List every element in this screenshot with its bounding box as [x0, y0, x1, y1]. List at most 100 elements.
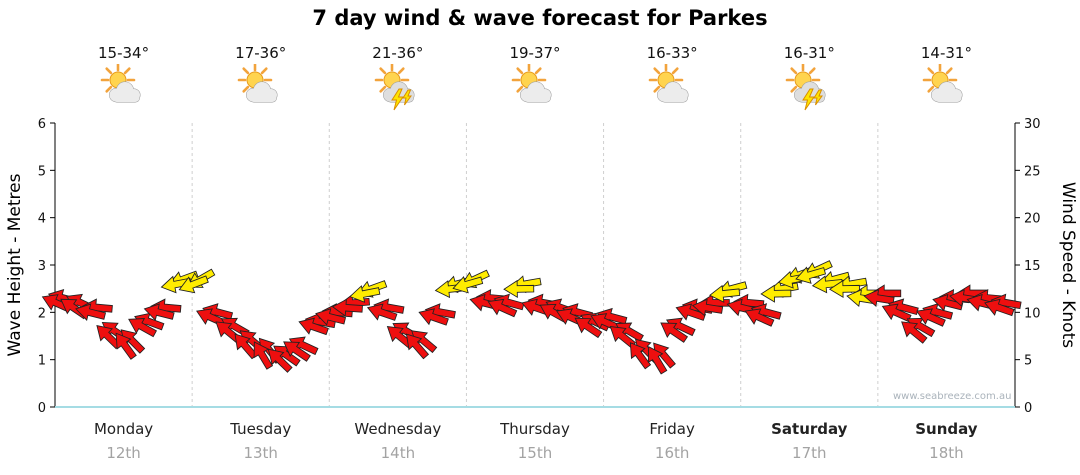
- wind-arrow: [315, 308, 347, 326]
- date-label: 18th: [929, 444, 964, 462]
- weather-icon-slot: [919, 62, 973, 118]
- left-axis-tick-label: 4: [38, 212, 46, 227]
- wind-arrow: [647, 346, 668, 375]
- wind-arrow: [760, 284, 792, 303]
- temp-range: 17-36°: [235, 44, 287, 62]
- day-label: Monday: [93, 420, 154, 438]
- wind-arrow: [984, 298, 1015, 317]
- wind-arrow: [901, 321, 928, 344]
- wind-arrow: [298, 317, 329, 336]
- right-axis-tick-label: 0: [1024, 401, 1032, 416]
- partly-cloudy-icon: [511, 62, 552, 103]
- temp-range: 14-31°: [920, 44, 972, 62]
- wind-arrow: [863, 289, 895, 308]
- wind-arrow: [120, 329, 146, 354]
- right-axis-tick-label: 5: [1024, 354, 1032, 369]
- page-title: 7 day wind & wave forecast for Parkes: [312, 6, 768, 30]
- wind-arrow: [267, 348, 293, 373]
- day-label: Sunday: [915, 420, 978, 438]
- lightning-bolt: [813, 89, 824, 106]
- wind-arrow: [411, 330, 438, 354]
- wind-arrow: [574, 317, 603, 339]
- wind-arrow: [331, 298, 363, 317]
- day-label: Wednesday: [354, 420, 442, 438]
- temp-range: 15-34°: [98, 44, 150, 62]
- day-label: Thursday: [500, 420, 570, 438]
- wind-arrow: [75, 303, 107, 321]
- temp-range: 16-31°: [783, 44, 835, 62]
- wind-arrow: [366, 303, 398, 321]
- right-axis-tick-label: 10: [1024, 306, 1041, 321]
- wind-arrow: [405, 333, 430, 360]
- wind-arrow: [615, 322, 644, 342]
- left-axis-tick-label: 0: [38, 401, 46, 416]
- wind-arrow: [881, 303, 912, 323]
- partly-cloudy-icon: [923, 62, 963, 103]
- wind-arrow: [691, 298, 724, 317]
- wind-arrow: [503, 279, 535, 299]
- partly-cloudy-icon: [100, 62, 141, 103]
- cloud-part: [657, 81, 689, 103]
- weather-icon-slot: [371, 62, 425, 118]
- axes: 0 1 2 3 4 5 6 0 5 10 15 20 25 30: [38, 117, 1041, 416]
- wind-arrow: [487, 298, 518, 318]
- wind-arrow: [744, 308, 775, 327]
- thunderstorm-icon: [785, 62, 826, 111]
- wind-arrow: [349, 285, 381, 303]
- partly-cloudy-icon: [648, 62, 689, 103]
- left-axis-tick-label: 2: [38, 306, 46, 321]
- cloud-part: [520, 81, 552, 103]
- thunderstorm-icon: [374, 62, 415, 111]
- lightning-bolt: [390, 88, 404, 111]
- wind-arrow: [253, 341, 274, 370]
- temp-range: 19-37°: [509, 44, 561, 62]
- weather-icon-slot: [234, 62, 288, 118]
- right-axis-tick-label: 20: [1024, 212, 1041, 227]
- watermark: www.seabreeze.com.au: [893, 391, 1012, 402]
- temp-range: 21-36°: [372, 44, 424, 62]
- wind-arrow: [273, 345, 301, 367]
- right-axis-title: Wind Speed - Knots: [1058, 181, 1078, 349]
- left-axis-tick-label: 6: [38, 117, 46, 132]
- day-label: Friday: [649, 420, 695, 438]
- weather-icon-slot: [97, 62, 151, 118]
- weather-icon-slot: [508, 62, 562, 118]
- wind-arrow: [609, 326, 637, 349]
- left-axis-tick-label: 1: [38, 354, 46, 369]
- wind-arrow: [418, 308, 449, 326]
- cloud-part: [931, 81, 963, 103]
- wind-arrow: [660, 322, 689, 343]
- date-label: 16th: [654, 444, 690, 462]
- wind-arrow: [811, 275, 844, 294]
- date-label: 12th: [106, 444, 141, 462]
- cloud-part: [245, 81, 278, 103]
- wind-arrow: [906, 317, 936, 338]
- weather-icon-slot: [645, 62, 699, 118]
- date-label: 17th: [792, 444, 827, 462]
- day-separators: [191, 123, 879, 407]
- wind-arrow: [452, 275, 484, 294]
- wind-arrow: [916, 308, 946, 327]
- right-axis-tick-label: 25: [1024, 164, 1041, 179]
- wind-arrow: [115, 332, 137, 360]
- wind-arrow: [828, 279, 860, 299]
- lightning-bolt: [802, 88, 816, 111]
- wind-arrow: [283, 341, 311, 362]
- weather-icon-slot: [782, 62, 836, 118]
- left-axis-title: Wave Height - Metres: [5, 173, 25, 357]
- wind-arrow: [178, 275, 209, 294]
- right-axis-tick-label: 15: [1024, 259, 1041, 274]
- left-axis-tick-label: 5: [38, 164, 46, 179]
- cloud-part: [108, 81, 141, 103]
- wind-arrow: [629, 342, 652, 370]
- wind-arrows: [41, 260, 1022, 375]
- date-label: 15th: [517, 444, 553, 462]
- wind-arrow: [795, 266, 827, 284]
- date-label: 14th: [380, 444, 416, 462]
- wind-arrow: [709, 284, 741, 303]
- wind-arrow: [128, 318, 157, 338]
- day-label: Saturday: [771, 420, 848, 438]
- wind-arrow: [143, 303, 175, 321]
